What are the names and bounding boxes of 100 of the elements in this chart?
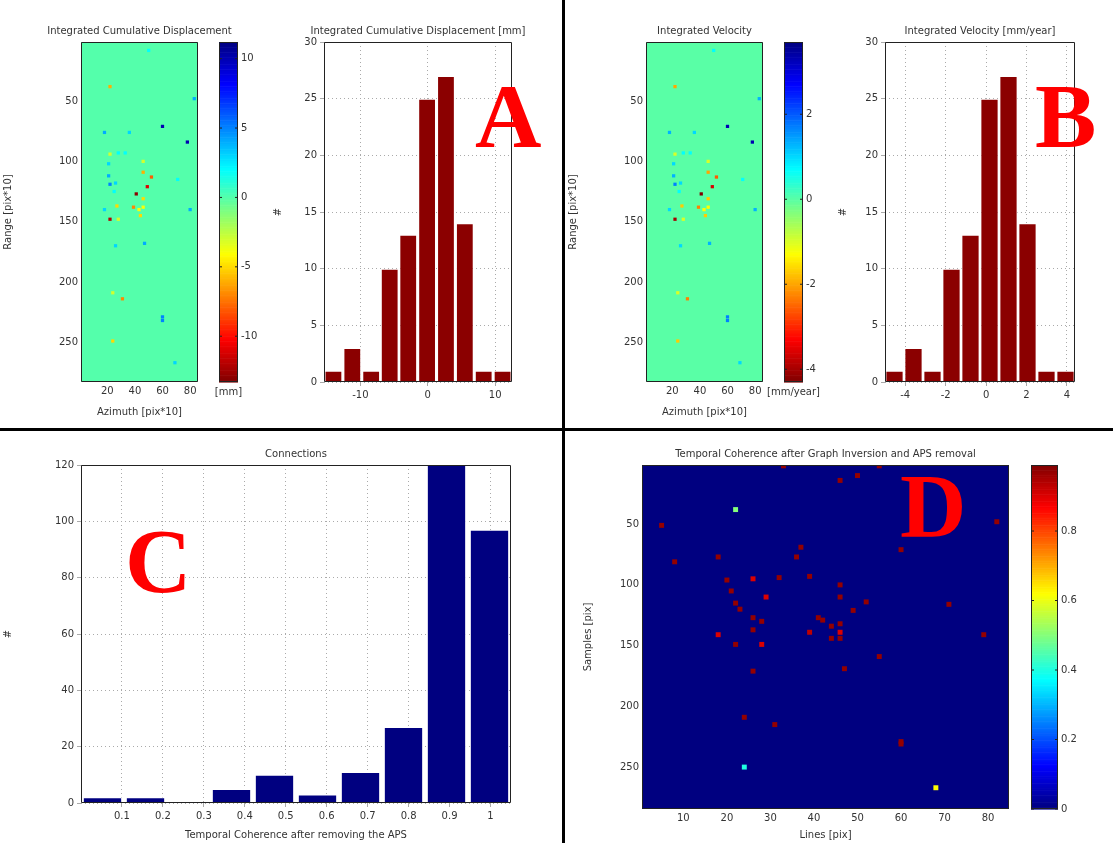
x-tick-label: 40 (807, 811, 821, 823)
color-bar-label: 10 (241, 52, 254, 64)
point (741, 714, 747, 720)
y-tick-label: 50 (630, 94, 643, 106)
x-tick-label: 10 (488, 388, 502, 400)
point (855, 473, 860, 479)
color-bar-label: 2 (806, 107, 813, 119)
point (994, 519, 1000, 525)
point (673, 217, 677, 221)
x-tick-label: 80 (981, 811, 995, 823)
point (680, 204, 684, 208)
y-tick-label: 15 (865, 205, 878, 217)
x-tick-label: 0.7 (359, 809, 376, 821)
x-axis-title: Temporal Coherence after removing the APS (184, 828, 407, 840)
chart-title: Temporal Coherence after Graph Inversion and APS removal (674, 447, 976, 459)
x-tick-label: 60 (156, 384, 169, 396)
point (946, 601, 952, 607)
point (733, 600, 739, 606)
y-axis-title: Samples [pix] (581, 602, 593, 672)
point (111, 339, 115, 343)
x-tick-label: -4 (900, 388, 911, 400)
y-tick-label: 20 (304, 148, 317, 160)
x-tick-label: 70 (938, 811, 951, 823)
x-tick-label: 20 (720, 811, 734, 823)
y-tick-label: 10 (304, 262, 317, 274)
point (173, 361, 177, 365)
x-tick-label: 0.2 (154, 809, 171, 821)
point (738, 361, 742, 365)
y-tick-label: 80 (61, 571, 74, 583)
y-tick-label: 200 (58, 275, 78, 287)
color-bar-title: [mm] (214, 385, 243, 397)
point (815, 615, 821, 621)
x-tick-label: 40 (128, 384, 142, 396)
color-bar-label: 0.8 (1061, 524, 1077, 536)
point (837, 629, 843, 635)
point (798, 544, 804, 550)
x-tick-label: 1 (487, 809, 494, 821)
y-tick-label: 250 (58, 335, 78, 347)
point (750, 140, 754, 144)
x-tick-label: 0.9 (441, 809, 458, 821)
point (933, 785, 939, 791)
color-bar-label: -5 (241, 260, 251, 272)
y-tick-label: 0 (67, 796, 74, 808)
color-bar-label: 0 (806, 192, 813, 204)
annotation: C (125, 510, 192, 612)
point (108, 182, 112, 186)
x-tick-label: 0.4 (236, 809, 253, 821)
point (733, 507, 739, 513)
y-tick-label: 100 (58, 154, 78, 166)
y-tick-label: 60 (61, 627, 74, 639)
y-tick-label: 25 (304, 92, 317, 104)
y-tick-label: 50 (626, 517, 639, 529)
point (672, 559, 678, 565)
point (820, 617, 826, 623)
point (116, 151, 120, 155)
point (807, 573, 813, 579)
point (137, 207, 141, 212)
x-tick-label: 60 (721, 384, 734, 396)
x-tick-label: 0.6 (318, 809, 335, 821)
y-tick-label: 5 (310, 318, 317, 330)
y-tick-label: 150 (623, 215, 643, 227)
y-tick-label: 30 (865, 35, 878, 47)
point (725, 315, 730, 319)
point (688, 151, 692, 155)
x-axis-title: Azimuth [pix*10] (662, 405, 748, 417)
x-tick-label: -2 (940, 388, 951, 400)
color-bar-label: 5 (241, 121, 248, 133)
y-tick-label: 30 (304, 35, 317, 47)
point (714, 175, 719, 179)
color-bar-label: -4 (806, 362, 816, 374)
point (108, 217, 112, 221)
point (673, 182, 677, 186)
point (149, 175, 154, 179)
point (681, 151, 685, 155)
point (108, 84, 112, 89)
x-tick-label: 20 (100, 384, 114, 396)
x-tick-label: 0 (982, 388, 990, 400)
point (724, 577, 730, 583)
point (876, 654, 882, 660)
point (160, 315, 165, 319)
y-tick-label: 250 (619, 760, 639, 772)
point (673, 152, 677, 156)
y-tick-label: 150 (58, 215, 78, 227)
point (763, 594, 769, 600)
y-tick-label: 100 (619, 578, 639, 590)
chart-title: Integrated Cumulative Displacement (47, 24, 232, 36)
y-axis-title: Range [pix*10] (566, 174, 578, 250)
point (837, 594, 843, 600)
chart-title: Integrated Velocity (657, 24, 752, 36)
point (828, 635, 834, 641)
color-bar-label: -10 (241, 329, 258, 341)
y-tick-label: 15 (304, 205, 317, 217)
point (850, 607, 856, 613)
x-tick-label: 0.1 (114, 809, 130, 821)
y-tick-label: 200 (623, 275, 643, 287)
y-tick-label: 25 (865, 92, 878, 104)
x-tick-label: 20 (665, 384, 679, 396)
point (759, 618, 765, 624)
point (702, 207, 706, 212)
y-tick-label: 20 (865, 148, 878, 160)
